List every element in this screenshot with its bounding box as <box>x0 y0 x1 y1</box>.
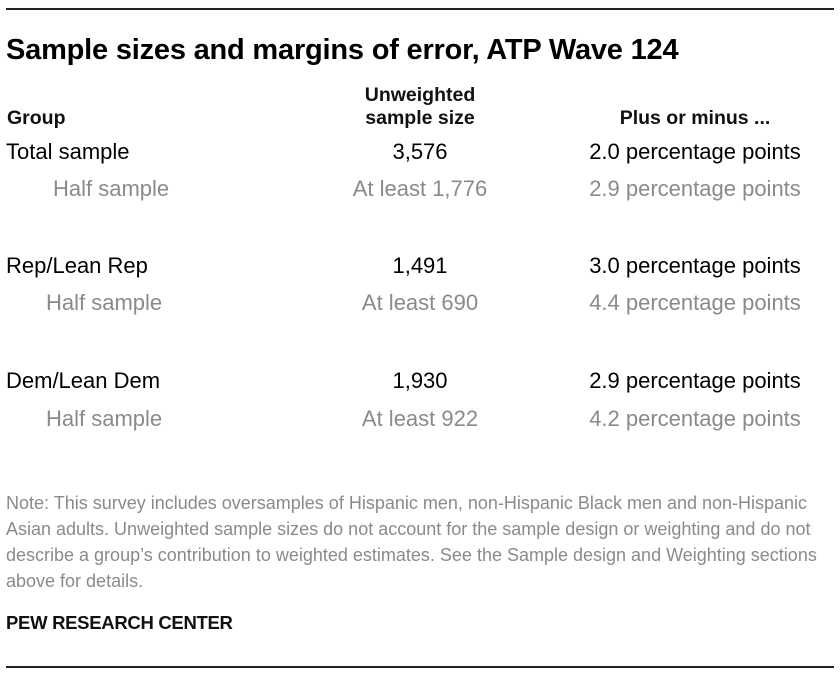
row-group: Half sample <box>46 290 163 315</box>
row-sample-size: At least 922 <box>361 406 479 431</box>
table-row: Total sample 3,576 2.0 percentage points <box>0 139 840 169</box>
row-sample-size: At least 1,776 <box>352 176 488 201</box>
row-margin-of-error: 4.2 percentage points <box>589 406 801 431</box>
row-group: Dem/Lean Dem <box>6 368 161 393</box>
bottom-rule <box>6 666 834 668</box>
footnote: Note: This survey includes oversamples o… <box>6 493 817 591</box>
row-group: Rep/Lean Rep <box>6 253 148 278</box>
table-row: Half sample At least 922 4.2 percentage … <box>0 406 840 436</box>
page-title: Sample sizes and margins of error, ATP W… <box>6 34 679 66</box>
row-sample-size: At least 690 <box>361 290 479 315</box>
top-rule <box>6 8 834 10</box>
header-group: Group <box>7 107 66 129</box>
table-row: Half sample At least 690 4.4 percentage … <box>0 290 840 320</box>
row-margin-of-error: 3.0 percentage points <box>589 253 801 278</box>
row-group: Half sample <box>46 406 163 431</box>
row-group: Total sample <box>6 139 130 164</box>
table-row: Rep/Lean Rep 1,491 3.0 percentage points <box>0 253 840 283</box>
table-row: Half sample At least 1,776 2.9 percentag… <box>0 176 840 206</box>
row-margin-of-error: 2.9 percentage points <box>589 176 801 201</box>
row-group: Half sample <box>53 176 170 201</box>
header-sample-size: Unweighted sample size <box>364 84 476 129</box>
row-margin-of-error: 4.4 percentage points <box>589 290 801 315</box>
source-credit: PEW RESEARCH CENTER <box>6 612 233 633</box>
header-margin-of-error: Plus or minus ... <box>619 107 771 129</box>
row-sample-size: 1,930 <box>392 368 448 393</box>
row-margin-of-error: 2.0 percentage points <box>589 139 801 164</box>
row-sample-size: 1,491 <box>392 253 448 278</box>
row-sample-size: 3,576 <box>392 139 448 164</box>
table-row: Dem/Lean Dem 1,930 2.9 percentage points <box>0 368 840 398</box>
row-margin-of-error: 2.9 percentage points <box>589 368 801 393</box>
